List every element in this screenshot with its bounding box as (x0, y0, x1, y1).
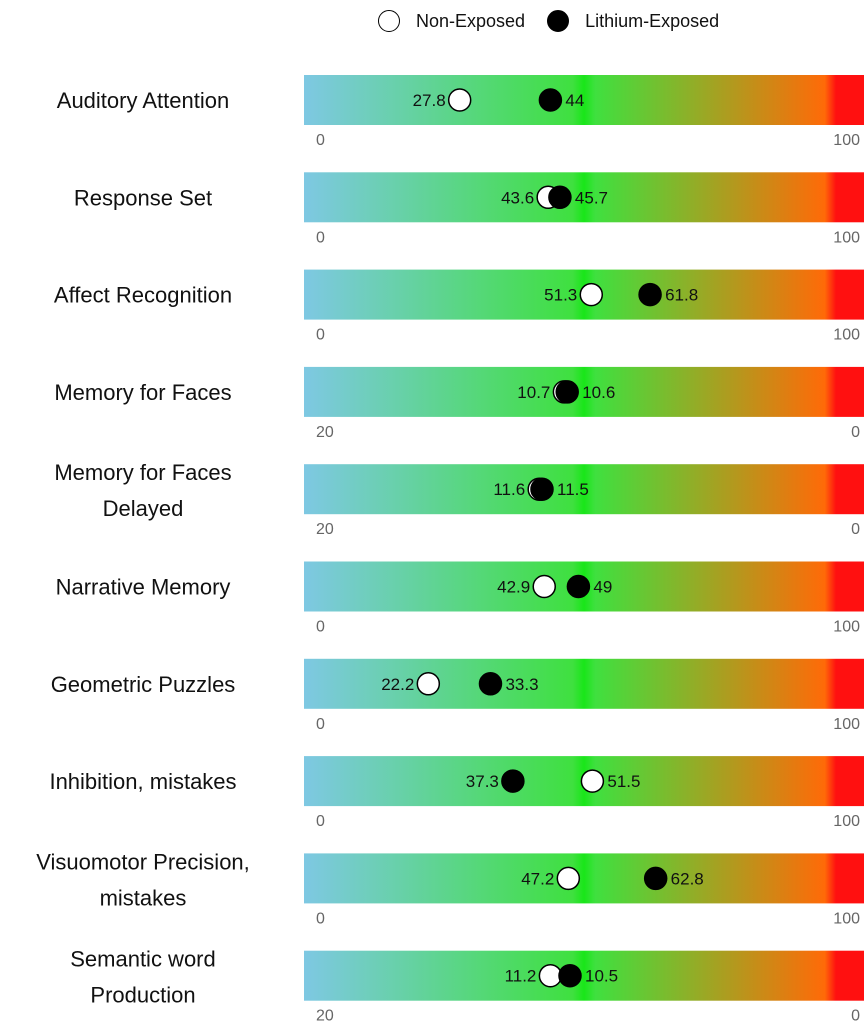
lithium-exposed-value-label: 10.6 (582, 383, 615, 402)
lithium-exposed-marker (478, 672, 503, 696)
lithium-exposed-value-label: 45.7 (575, 188, 608, 207)
row-label: Memory for Faces Delayed (54, 460, 231, 521)
lithium-exposed-marker (638, 282, 662, 307)
row-label: Memory for Faces (54, 380, 231, 405)
lithium-exposed-marker (558, 963, 582, 988)
lithium-exposed-legend-marker (547, 10, 570, 32)
lithium-exposed-value-label: 61.8 (665, 286, 698, 305)
gradient-bar (304, 366, 864, 417)
non-exposed-value-label: 51.5 (607, 772, 640, 791)
tick-label-right: 0 (851, 1008, 860, 1024)
tick-label-right: 100 (833, 327, 860, 344)
lithium-exposed-value-label: 10.5 (585, 967, 618, 986)
gradient-bar (304, 658, 864, 709)
tick-label-left: 0 (316, 910, 325, 927)
lithium-exposed-legend-label: Lithium-Exposed (585, 10, 720, 31)
chart-row: Affect Recognition 0 100 51.3 61.8 (54, 269, 864, 344)
tick-label-right: 100 (833, 619, 860, 636)
non-exposed-marker (538, 963, 563, 988)
row-label: Inhibition, mistakes (49, 769, 236, 794)
non-exposed-value-label: 27.8 (413, 91, 446, 110)
non-exposed-marker (416, 672, 441, 696)
legend: Non-Exposed Lithium-Exposed (378, 6, 741, 36)
tick-label-right: 100 (833, 910, 860, 927)
non-exposed-marker (447, 88, 472, 112)
lithium-exposed-marker (566, 574, 591, 599)
row-label: Narrative Memory (56, 575, 231, 600)
lithium-exposed-marker (538, 88, 563, 112)
gradient-bar (304, 950, 864, 1001)
gradient-bar (304, 75, 864, 125)
chart-row: Semantic word Production 20 0 11.2 10.5 (70, 947, 864, 1024)
lithium-exposed-value-label: 33.3 (505, 675, 538, 694)
tick-label-left: 0 (316, 619, 325, 636)
tick-label-left: 0 (316, 229, 325, 246)
non-exposed-value-label: 11.2 (505, 967, 537, 986)
non-exposed-value-label: 11.6 (493, 480, 525, 499)
non-exposed-marker (532, 574, 556, 599)
non-exposed-value-label: 42.9 (497, 578, 530, 597)
gradient-bar (304, 172, 864, 223)
non-exposed-value-label: 22.2 (381, 675, 414, 694)
tick-label-right: 100 (833, 132, 860, 149)
gradient-bar (304, 464, 864, 515)
chart-rows: Auditory Attention 0 100 27.8 44 Response Set… (36, 75, 864, 1024)
non-exposed-marker (580, 769, 605, 793)
lithium-exposed-value-label: 11.5 (557, 480, 589, 499)
lithium-exposed-marker (643, 866, 668, 891)
non-exposed-value-label: 10.7 (517, 383, 550, 402)
tick-label-left: 20 (316, 1008, 334, 1024)
lithium-exposed-marker (530, 477, 554, 501)
lithium-exposed-marker (501, 769, 525, 793)
non-exposed-marker (556, 866, 581, 891)
tick-label-left: 0 (316, 327, 325, 344)
tick-label-right: 100 (833, 716, 860, 733)
tick-label-left: 20 (316, 521, 334, 538)
tick-label-right: 0 (851, 424, 860, 441)
non-exposed-value-label: 47.2 (521, 869, 554, 888)
tick-label-left: 0 (316, 813, 325, 830)
gradient-bar (304, 853, 864, 904)
lithium-exposed-value-label: 37.3 (466, 772, 499, 791)
tick-label-left: 0 (316, 132, 325, 149)
row-label: Visuomotor Precision, mistakes (36, 849, 250, 910)
chart-row: Memory for Faces Delayed 20 0 11.6 11.5 (54, 460, 864, 538)
tick-label-right: 100 (833, 229, 860, 246)
tick-label-left: 20 (316, 424, 334, 441)
lithium-exposed-marker (555, 380, 579, 404)
lithium-exposed-marker (548, 185, 572, 210)
tick-label-right: 0 (851, 521, 860, 538)
non-exposed-legend-label: Non-Exposed (416, 10, 526, 31)
row-label: Geometric Puzzles (51, 672, 236, 697)
chart-row: Auditory Attention 0 100 27.8 44 (57, 75, 864, 149)
non-exposed-legend-marker (378, 10, 400, 32)
chart-row: Response Set 0 100 43.6 45.7 (74, 172, 864, 246)
chart-row: Inhibition, mistakes 0 100 37.3 51.5 (49, 756, 864, 830)
tick-label-right: 100 (833, 813, 860, 830)
non-exposed-value-label: 51.3 (544, 286, 577, 305)
chart-row: Memory for Faces 20 0 10.7 10.6 (54, 366, 864, 441)
non-exposed-marker (579, 282, 604, 307)
lithium-exposed-value-label: 62.8 (671, 869, 704, 888)
row-label: Auditory Attention (57, 88, 229, 113)
lithium-exposed-value-label: 49 (593, 578, 612, 597)
chart-row: Geometric Puzzles 0 100 22.2 33.3 (51, 658, 864, 733)
chart-row: Visuomotor Precision, mistakes 0 100 47.2 62.… (36, 849, 864, 927)
row-label: Response Set (74, 185, 212, 210)
row-label: Semantic word Production (70, 947, 216, 1008)
non-exposed-value-label: 43.6 (501, 188, 534, 207)
row-label: Affect Recognition (54, 283, 232, 308)
lithium-exposed-value-label: 44 (565, 91, 584, 110)
chart-row: Narrative Memory 0 100 42.9 49 (56, 561, 864, 636)
tick-label-left: 0 (316, 716, 325, 733)
